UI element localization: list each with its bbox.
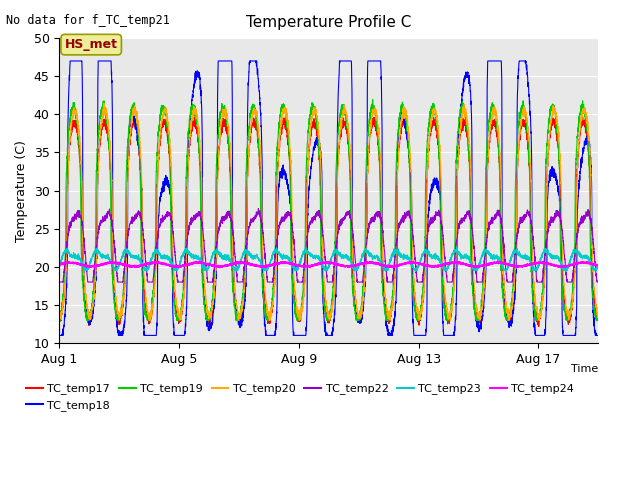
TC_temp22 <box>595 279 602 285</box>
TC_temp22 <box>481 261 488 266</box>
TC_temp17 <box>535 324 543 329</box>
TC_temp18 <box>594 333 602 338</box>
TC_temp17 <box>56 318 63 324</box>
TC_temp24 <box>595 263 602 268</box>
TC_temp22 <box>152 244 160 250</box>
TC_temp19 <box>481 258 488 264</box>
TC_temp17 <box>594 314 602 320</box>
Line: TC_temp22: TC_temp22 <box>60 208 598 282</box>
TC_temp24 <box>152 260 160 265</box>
TC_temp23 <box>594 266 602 272</box>
TC_temp19 <box>152 168 160 174</box>
TC_temp24 <box>450 260 458 265</box>
TC_temp24 <box>56 262 63 268</box>
TC_temp19 <box>309 105 317 110</box>
TC_temp19 <box>56 317 63 323</box>
TC_temp24 <box>193 259 200 264</box>
TC_temp20 <box>100 100 108 106</box>
TC_temp23 <box>82 268 90 274</box>
Line: TC_temp19: TC_temp19 <box>60 99 598 320</box>
TC_temp17 <box>308 120 316 126</box>
TC_temp18 <box>152 333 160 338</box>
TC_temp17 <box>152 248 160 254</box>
TC_temp23 <box>595 262 602 268</box>
Title: Temperature Profile C: Temperature Profile C <box>246 15 412 30</box>
TC_temp20 <box>594 313 602 319</box>
Line: TC_temp20: TC_temp20 <box>60 103 598 320</box>
TC_temp20 <box>420 287 428 292</box>
TC_temp18 <box>595 333 602 338</box>
TC_temp18 <box>481 297 488 302</box>
TC_temp22 <box>56 279 63 285</box>
TC_temp18 <box>309 154 317 159</box>
TC_temp24 <box>481 263 488 268</box>
TC_temp19 <box>594 317 602 323</box>
TC_temp23 <box>309 254 317 260</box>
TC_temp19 <box>450 272 458 278</box>
TC_temp19 <box>595 317 602 323</box>
TC_temp22 <box>420 267 428 273</box>
TC_temp20 <box>146 317 154 323</box>
TC_temp23 <box>152 248 160 253</box>
TC_temp24 <box>420 262 428 267</box>
TC_temp18 <box>450 333 458 338</box>
TC_temp17 <box>450 290 458 296</box>
TC_temp20 <box>309 109 317 115</box>
TC_temp20 <box>152 256 160 262</box>
TC_temp22 <box>450 270 458 276</box>
TC_temp23 <box>450 249 458 254</box>
TC_temp23 <box>420 250 428 255</box>
TC_temp18 <box>420 333 428 338</box>
TC_temp22 <box>594 279 602 285</box>
TC_temp18 <box>56 333 63 338</box>
TC_temp24 <box>594 263 602 268</box>
TC_temp17 <box>595 312 602 318</box>
TC_temp23 <box>481 246 488 252</box>
TC_temp23 <box>453 244 461 250</box>
TC_temp17 <box>480 282 488 288</box>
TC_temp20 <box>595 314 602 320</box>
TC_temp24 <box>309 262 317 268</box>
TC_temp22 <box>255 205 262 211</box>
Y-axis label: Temperature (C): Temperature (C) <box>15 140 28 241</box>
Text: No data for f_TC_temp21: No data for f_TC_temp21 <box>6 14 170 27</box>
TC_temp20 <box>481 284 488 290</box>
TC_temp20 <box>450 285 458 291</box>
Text: HS_met: HS_met <box>65 38 118 51</box>
TC_temp19 <box>369 96 376 102</box>
TC_temp23 <box>56 263 63 268</box>
TC_temp24 <box>216 264 224 270</box>
TC_temp17 <box>420 288 428 293</box>
TC_temp17 <box>579 114 586 120</box>
Legend: TC_temp17, TC_temp18, TC_temp19, TC_temp20, TC_temp22, TC_temp23, TC_temp24: TC_temp17, TC_temp18, TC_temp19, TC_temp… <box>22 379 579 415</box>
Line: TC_temp18: TC_temp18 <box>60 61 598 336</box>
TC_temp18 <box>67 58 74 64</box>
TC_temp19 <box>420 272 428 278</box>
Text: Time: Time <box>571 364 598 374</box>
Line: TC_temp24: TC_temp24 <box>60 262 598 267</box>
Line: TC_temp17: TC_temp17 <box>60 117 598 326</box>
TC_temp22 <box>309 216 317 222</box>
TC_temp19 <box>56 315 63 321</box>
Line: TC_temp23: TC_temp23 <box>60 247 598 271</box>
TC_temp20 <box>56 311 63 317</box>
